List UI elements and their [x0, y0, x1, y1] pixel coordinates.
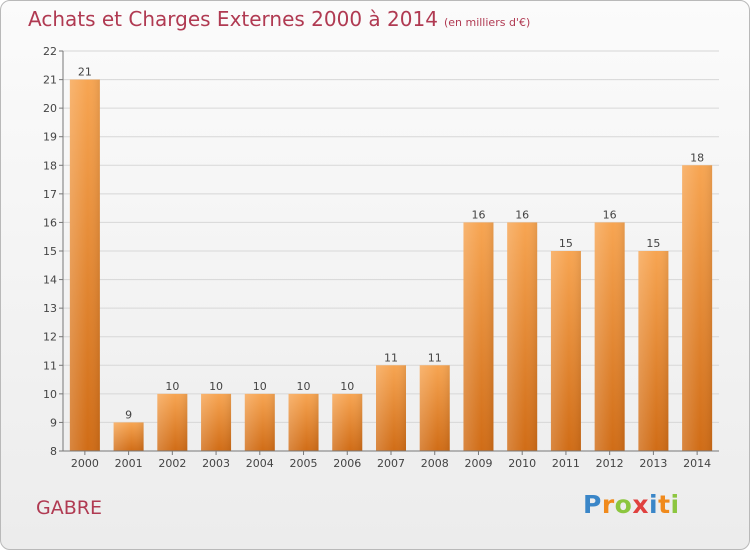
x-tick-label: 2007 [377, 457, 405, 470]
x-tick-label: 2001 [115, 457, 143, 470]
bar-shading [332, 393, 363, 451]
bar-shading [550, 251, 581, 451]
x-tick-label: 2013 [639, 457, 667, 470]
bar-value-label: 10 [165, 380, 179, 393]
y-tick-label: 21 [43, 74, 57, 87]
y-tick-label: 16 [43, 216, 57, 229]
bar-2000: 21 [69, 66, 100, 452]
logo-letter: P [583, 490, 602, 519]
x-tick-label: 2010 [508, 457, 536, 470]
bar-2005: 10 [288, 380, 319, 451]
y-tick-label: 11 [43, 359, 57, 372]
logo-letter: r [601, 490, 615, 519]
y-tick-label: 12 [43, 331, 57, 344]
bar-value-label: 15 [559, 237, 573, 250]
x-tick-label: 2003 [202, 457, 230, 470]
logo-letter: i [649, 490, 659, 519]
y-tick-label: 15 [43, 245, 57, 258]
bar-value-label: 11 [384, 351, 398, 364]
chart-title-text: Achats et Charges Externes 2000 à 2014 [28, 7, 438, 31]
y-tick-label: 10 [43, 388, 57, 401]
bar-2014: 18 [682, 151, 713, 452]
bar-value-label: 16 [471, 208, 485, 221]
x-tick-label: 2009 [464, 457, 492, 470]
y-tick-label: 9 [50, 416, 57, 429]
x-tick-label: 2006 [333, 457, 361, 470]
y-tick-label: 8 [50, 445, 57, 458]
x-tick-label: 2012 [596, 457, 624, 470]
bar-2006: 10 [332, 380, 363, 451]
bar-shading [638, 251, 669, 451]
bar-value-label: 9 [125, 408, 132, 421]
commune-name: GABRE [36, 497, 102, 519]
x-tick-label: 2014 [683, 457, 711, 470]
bar-shading [288, 393, 319, 451]
y-tick-label: 17 [43, 188, 57, 201]
bar-value-label: 10 [209, 380, 223, 393]
logo-letter: o [614, 490, 633, 519]
bar-value-label: 11 [428, 351, 442, 364]
bar-shading [419, 365, 450, 451]
bar-2004: 10 [244, 380, 275, 451]
bar-shading [113, 422, 144, 451]
x-tick-label: 2000 [71, 457, 99, 470]
y-tick-label: 18 [43, 159, 57, 172]
bar-2009: 16 [463, 208, 494, 451]
x-tick-label: 2008 [421, 457, 449, 470]
bar-shading [594, 222, 625, 451]
y-tick-label: 19 [43, 131, 57, 144]
x-tick-label: 2002 [158, 457, 186, 470]
x-tick-label: 2004 [246, 457, 274, 470]
bar-2001: 9 [113, 408, 144, 451]
bar-shading [682, 165, 713, 452]
bar-shading [157, 393, 188, 451]
bar-2013: 15 [638, 237, 669, 451]
bar-shading [376, 365, 406, 451]
y-tick-label: 20 [43, 102, 57, 115]
bar-value-label: 16 [515, 208, 529, 221]
bar-shading [244, 393, 275, 451]
bar-2011: 15 [550, 237, 581, 451]
bar-value-label: 21 [78, 66, 92, 79]
bar-value-label: 10 [253, 380, 267, 393]
bar-shading [69, 79, 100, 452]
bar-2010: 16 [507, 208, 538, 451]
bar-value-label: 10 [340, 380, 354, 393]
y-tick-label: 22 [43, 45, 57, 58]
y-tick-label: 14 [43, 274, 57, 287]
bar-value-label: 10 [297, 380, 311, 393]
axes: 8 9 10 11 12 13 14 15 16 17 18 19 20 21 22 2000 2001 2002… [43, 45, 719, 470]
chart-subtitle: (en milliers d'€) [443, 16, 531, 29]
x-tick-label: 2011 [552, 457, 580, 470]
bar-value-label: 18 [690, 151, 704, 164]
y-tick-label: 13 [43, 302, 57, 315]
x-tick-label: 2005 [290, 457, 318, 470]
bar-shading [463, 222, 494, 451]
proxiti-logo: Proxiti [583, 490, 680, 519]
bar-2002: 10 [157, 380, 188, 451]
bars: 21 9 10 10 10 10 10 11 11 16 16 15 16 15 18 [69, 66, 713, 452]
bar-shading [201, 393, 232, 451]
bar-value-label: 16 [603, 208, 617, 221]
chart-title: Achats et Charges Externes 2000 à 2014 (e… [28, 7, 530, 31]
logo-letter: t [658, 490, 671, 519]
bar-value-label: 15 [646, 237, 660, 250]
bar-2008: 11 [419, 351, 450, 451]
logo-letter: x [632, 490, 649, 519]
bar-2012: 16 [594, 208, 625, 451]
bar-2007: 11 [376, 351, 406, 451]
bar-shading [507, 222, 538, 451]
bar-2003: 10 [201, 380, 232, 451]
logo-letter: i [670, 490, 680, 519]
